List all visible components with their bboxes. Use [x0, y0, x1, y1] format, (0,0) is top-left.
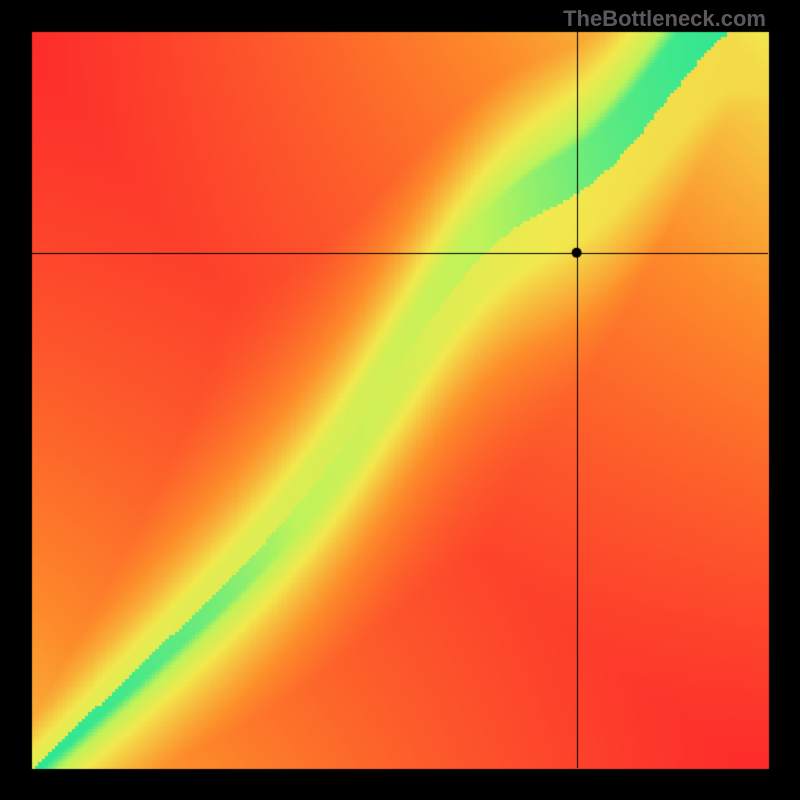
- chart-container: { "chart": { "type": "heatmap", "canvas_…: [0, 0, 800, 800]
- watermark-text: TheBottleneck.com: [563, 6, 766, 32]
- bottleneck-heatmap: [0, 0, 800, 800]
